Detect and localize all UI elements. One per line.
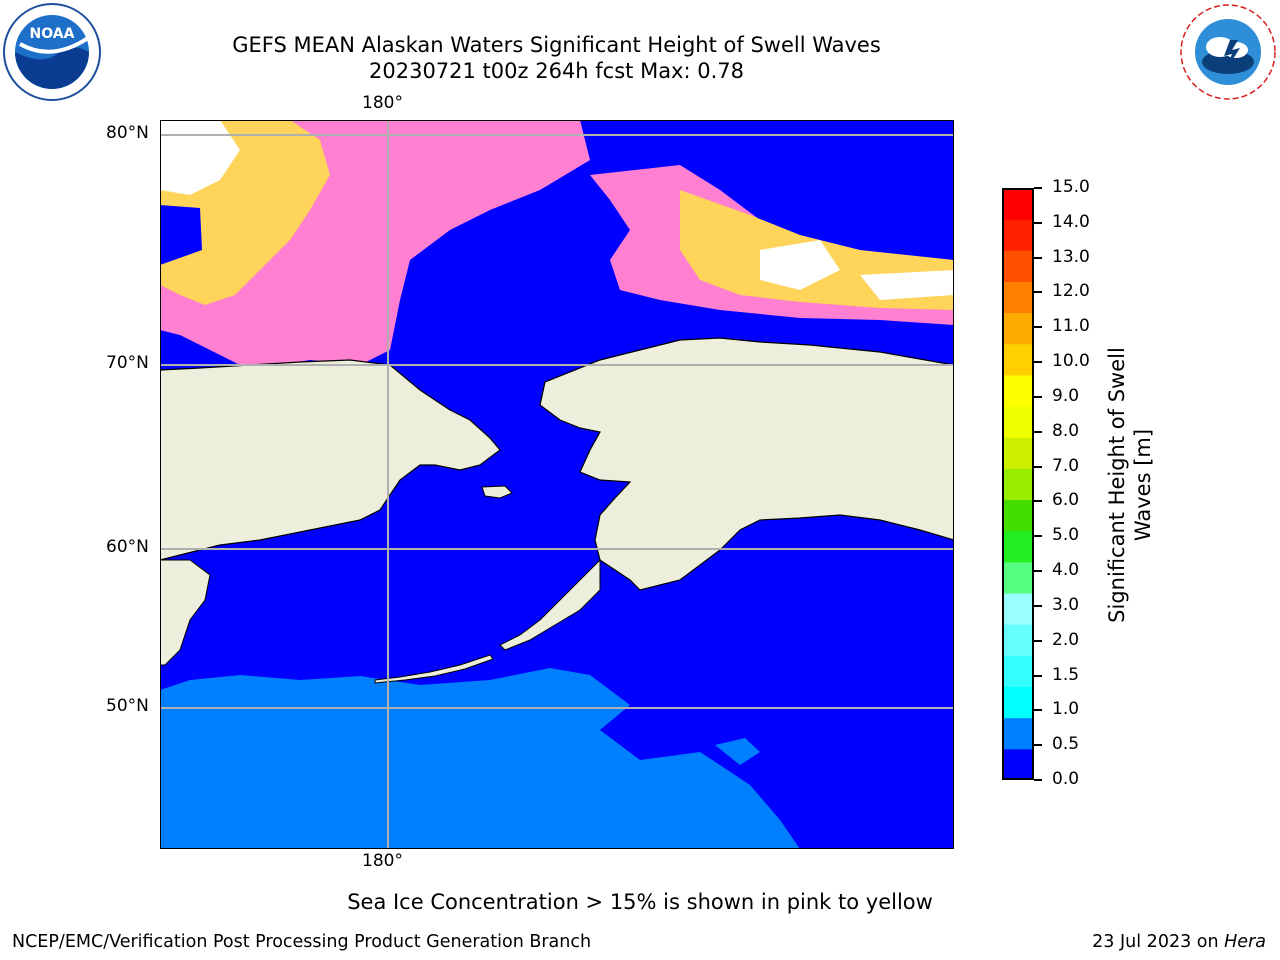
colorbar-segment	[1002, 748, 1034, 780]
colorbar-segment	[1002, 312, 1034, 345]
colorbar-tick-mark	[1034, 291, 1042, 294]
colorbar	[1002, 188, 1034, 780]
colorbar-segment	[1002, 406, 1034, 438]
colorbar-tick-label: 2.0	[1052, 629, 1080, 650]
colorbar-segment	[1002, 593, 1034, 625]
colorbar-tick-label: 1.0	[1052, 699, 1080, 720]
colorbar-border	[1002, 188, 1034, 780]
colorbar-segment	[1002, 686, 1034, 719]
lat-label-50: 50°N	[106, 696, 149, 716]
swell-map	[160, 120, 954, 849]
colorbar-tick-mark	[1034, 256, 1042, 259]
colorbar-segment	[1002, 437, 1034, 469]
footer-date-text: 23 Jul 2023 on	[1092, 932, 1225, 952]
colorbar-tick-mark	[1034, 465, 1042, 468]
colorbar-tick-mark	[1034, 187, 1042, 189]
chart-title: GEFS MEAN Alaskan Waters Significant Hei…	[0, 32, 1113, 84]
colorbar-tick-mark	[1034, 674, 1042, 677]
colorbar-label-line-2: Waves [m]	[1131, 428, 1155, 542]
colorbar-tick-mark	[1034, 779, 1042, 781]
colorbar-segment	[1002, 250, 1034, 282]
lon-label-bottom: 180°	[362, 851, 403, 871]
colorbar-segment	[1002, 281, 1034, 314]
colorbar-segment	[1002, 468, 1034, 501]
colorbar-tick-label: 8.0	[1052, 420, 1080, 441]
colorbar-segment	[1002, 655, 1034, 688]
colorbar-tick-label: 5.0	[1052, 525, 1080, 546]
colorbar-tick-mark	[1034, 361, 1042, 364]
colorbar-tick-label: 1.5	[1052, 664, 1080, 685]
noaa-logo: NOAA	[2, 2, 102, 102]
colorbar-tick-label: 0.0	[1052, 769, 1080, 789]
colorbar-tick-mark	[1034, 430, 1042, 433]
colorbar-segment	[1002, 561, 1034, 594]
colorbar-tick-mark	[1034, 709, 1042, 712]
colorbar-tick-label: 12.0	[1052, 281, 1090, 302]
colorbar-tick-label: 4.0	[1052, 560, 1080, 581]
footer-branch: NCEP/EMC/Verification Post Processing Pr…	[12, 932, 592, 952]
colorbar-tick-mark	[1034, 395, 1042, 398]
title-line-2: 20230721 t00z 264h fcst Max: 0.78	[369, 59, 744, 83]
title-line-1: GEFS MEAN Alaskan Waters Significant Hei…	[232, 33, 881, 57]
colorbar-tick-label: 7.0	[1052, 455, 1080, 476]
nws-logo	[1178, 2, 1278, 102]
lat-label-70: 70°N	[106, 353, 149, 373]
sea-ice-note: Sea Ice Concentration > 15% is shown in …	[347, 890, 933, 914]
colorbar-tick-mark	[1034, 639, 1042, 642]
lat-label-80: 80°N	[106, 123, 149, 143]
colorbar-tick-label: 3.0	[1052, 594, 1080, 615]
colorbar-segment	[1002, 188, 1034, 220]
colorbar-segment	[1002, 717, 1034, 750]
colorbar-segment	[1002, 343, 1034, 376]
colorbar-tick-label: 6.0	[1052, 490, 1080, 511]
colorbar-tick-label: 10.0	[1052, 351, 1090, 372]
colorbar-label-line-1: Significant Height of Swell	[1105, 347, 1129, 623]
colorbar-tick-label: 15.0	[1052, 177, 1090, 197]
colorbar-segment	[1002, 530, 1034, 563]
footer-host: Hera	[1224, 932, 1266, 952]
noaa-logo-text: NOAA	[30, 26, 75, 42]
colorbar-segment	[1002, 624, 1034, 656]
colorbar-tick-mark	[1034, 326, 1042, 329]
lon-label-top: 180°	[362, 93, 403, 113]
colorbar-label: Significant Height of Swell Waves [m]	[1104, 335, 1156, 635]
colorbar-segment	[1002, 499, 1034, 532]
colorbar-tick-mark	[1034, 221, 1042, 224]
colorbar-tick-label: 14.0	[1052, 211, 1090, 232]
colorbar-tick-mark	[1034, 604, 1042, 607]
colorbar-tick-label: 13.0	[1052, 246, 1090, 267]
colorbar-tick-label: 0.5	[1052, 734, 1080, 755]
colorbar-tick-mark	[1034, 500, 1042, 503]
colorbar-segment	[1002, 219, 1034, 251]
colorbar-tick-mark	[1034, 535, 1042, 538]
lat-label-60: 60°N	[106, 537, 149, 557]
colorbar-tick-label: 11.0	[1052, 316, 1090, 337]
colorbar-tick-label: 9.0	[1052, 385, 1080, 406]
colorbar-tick-mark	[1034, 570, 1042, 573]
colorbar-tick-mark	[1034, 744, 1042, 747]
footer-date: 23 Jul 2023 on Hera	[1092, 932, 1266, 952]
colorbar-segment	[1002, 374, 1034, 407]
